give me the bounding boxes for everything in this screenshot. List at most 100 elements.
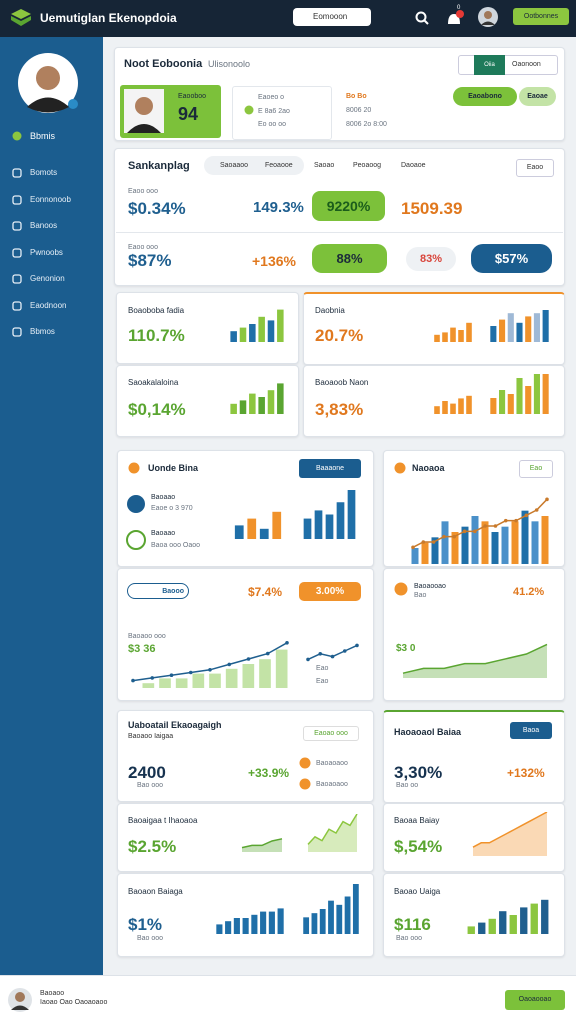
- menu-item[interactable]: Eaodnoon: [30, 300, 67, 310]
- point: [534, 508, 539, 512]
- bar: [458, 398, 464, 414]
- point: [330, 654, 335, 659]
- bar: [277, 309, 284, 342]
- bar: [275, 649, 288, 688]
- value-pill: $57%: [471, 244, 552, 273]
- spark-chart: [467, 899, 549, 934]
- tab-group: [458, 55, 558, 75]
- menu-item[interactable]: Genonion: [30, 274, 65, 283]
- panel: [383, 803, 565, 872]
- tab[interactable]: Saoao: [314, 162, 335, 169]
- spark-chart: [234, 511, 282, 539]
- action-button[interactable]: Eaoae: [519, 87, 556, 106]
- bar: [533, 374, 540, 414]
- bar: [311, 913, 318, 934]
- area: [403, 644, 547, 678]
- area: [308, 814, 357, 852]
- point: [483, 524, 487, 528]
- footer-avatar: [8, 988, 32, 1012]
- icon: [394, 582, 408, 596]
- point: [265, 651, 270, 656]
- header-button[interactable]: Ootbonnes: [513, 8, 569, 25]
- legend-entry: Baoaoaoo: [316, 781, 348, 788]
- change: +33.9%: [248, 766, 290, 780]
- line: [241, 838, 283, 849]
- tab[interactable]: Oaonoon: [512, 61, 541, 68]
- info-text: Eaoeo o: [258, 94, 285, 101]
- value-pill: 9220%: [312, 191, 385, 221]
- note: Bao oo: [396, 782, 419, 789]
- spark-chart: [230, 383, 284, 414]
- menu-item[interactable]: Bomots: [30, 168, 58, 177]
- tab[interactable]: Daoaoe: [401, 162, 426, 169]
- tab[interactable]: Peoaoog: [353, 162, 382, 169]
- bar: [520, 907, 528, 934]
- bar: [481, 521, 489, 564]
- bar: [277, 383, 284, 414]
- bar: [531, 521, 539, 564]
- panel-title: Baoaooao: [414, 583, 446, 590]
- bar: [242, 664, 255, 688]
- point: [524, 513, 529, 518]
- search-box[interactable]: Eomooon: [293, 8, 371, 26]
- bar: [434, 334, 440, 342]
- bar: [336, 502, 345, 539]
- logo: [11, 9, 31, 26]
- bar: [277, 908, 284, 934]
- bar: [490, 326, 497, 342]
- bar: [303, 917, 310, 934]
- filter[interactable]: Eaoo: [516, 159, 554, 177]
- metric-label: Daobnia: [315, 306, 345, 315]
- menu-icon: [12, 247, 22, 258]
- bar: [442, 332, 448, 342]
- panel-title: Naoaoa: [412, 463, 445, 473]
- action-button[interactable]: Eaoabono: [453, 87, 517, 106]
- note: Bao ooo: [137, 782, 164, 789]
- bar: [509, 915, 517, 934]
- value: $87%: [128, 251, 172, 270]
- notification-badge: 0: [457, 5, 461, 11]
- menu-item[interactable]: Eonnonoob: [30, 194, 71, 204]
- bar: [336, 904, 343, 934]
- note: Bao ooo: [396, 935, 423, 942]
- bar: [442, 401, 448, 414]
- tab[interactable]: Saoaaoo: [220, 162, 249, 169]
- user-avatar[interactable]: [478, 7, 498, 27]
- point: [514, 518, 518, 523]
- point: [473, 529, 477, 534]
- bar: [411, 548, 419, 564]
- panel-detail: Bao: [414, 592, 427, 599]
- menu-item[interactable]: Pwnoobs: [30, 247, 63, 257]
- badge-value: 3.00%: [299, 582, 361, 601]
- footer: [0, 975, 576, 1025]
- tab[interactable]: Oiia: [474, 55, 505, 75]
- bar: [458, 330, 464, 342]
- item-detail: Baoa ooo Oaoo: [151, 542, 201, 549]
- bar: [260, 911, 267, 934]
- value: $3 0: [396, 643, 416, 654]
- row-value: $2.5%: [128, 837, 177, 856]
- tab[interactable]: Feoaooe: [265, 162, 293, 169]
- panel-button[interactable]: Eao: [519, 460, 553, 478]
- point: [493, 524, 498, 528]
- icons: [299, 757, 311, 790]
- bar: [450, 327, 456, 342]
- bar: [441, 521, 449, 564]
- footer-name: Baoaoo: [40, 990, 65, 997]
- bar: [328, 900, 334, 934]
- bar: [352, 884, 359, 934]
- info-text: E 8a6 2ao: [258, 108, 290, 115]
- menu-item[interactable]: Banoos: [30, 221, 58, 230]
- bar: [159, 678, 171, 688]
- menu-icon: [12, 194, 22, 205]
- footer-button[interactable]: Oaoaooao: [505, 990, 565, 1010]
- bar: [142, 683, 155, 688]
- panel-button[interactable]: Baoa: [510, 722, 552, 739]
- bar: [421, 542, 429, 564]
- menu-item[interactable]: Bbmos: [30, 327, 55, 336]
- spark-chart: [216, 908, 284, 934]
- panel-button[interactable]: Baaaone: [299, 459, 361, 478]
- spark-chart: [472, 812, 548, 856]
- point: [431, 540, 436, 544]
- bar: [478, 922, 486, 934]
